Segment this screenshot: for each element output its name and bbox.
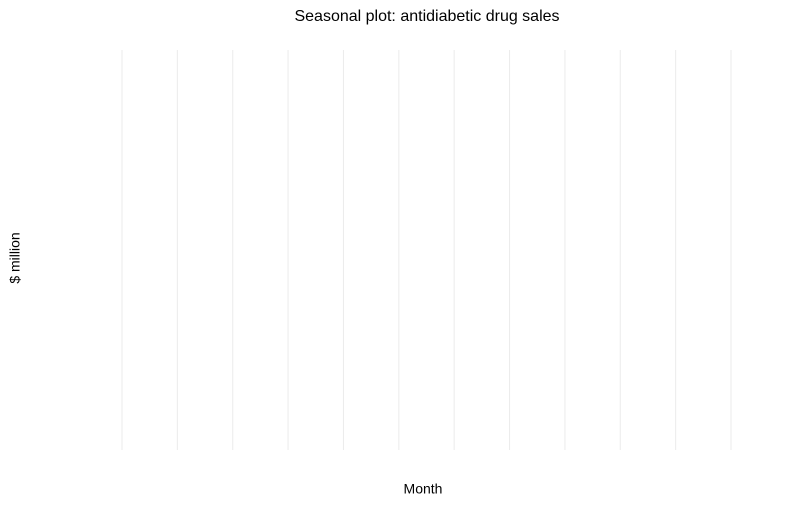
x-axis-label: Month xyxy=(404,481,443,497)
y-axis-label: $ million xyxy=(7,232,23,283)
chart-title: Seasonal plot: antidiabetic drug sales xyxy=(294,8,559,25)
